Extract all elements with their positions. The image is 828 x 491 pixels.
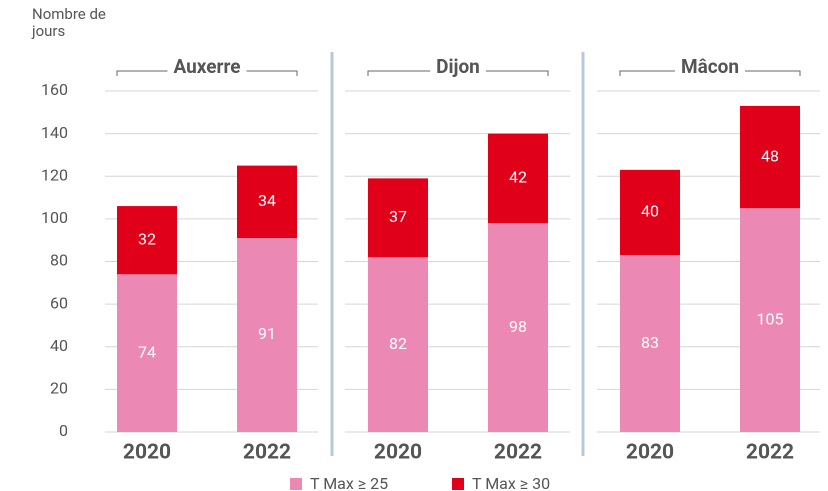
value-label: 40 [641,202,659,221]
value-label: 48 [761,146,779,165]
y-tick-label: 20 [50,379,68,398]
y-tick-label: 140 [41,123,68,142]
x-tick-label: 2022 [494,441,542,465]
bar-segment [117,206,177,275]
group-label: Mâcon [681,55,739,78]
group-bracket [367,70,549,76]
bar-segment [237,238,297,432]
y-tick-label: 40 [50,336,68,355]
x-tick-label: 2020 [626,441,674,465]
x-tick-label: 2020 [123,441,171,465]
value-label: 42 [509,168,527,187]
value-label: 82 [389,334,407,353]
x-tick-label: 2020 [374,441,422,465]
bar-segment [740,105,800,209]
value-label: 91 [258,324,276,343]
x-tick-label: 2022 [746,441,794,465]
y-tick-label: 80 [50,251,68,270]
y-tick-label: 160 [41,80,68,99]
value-label: 98 [509,317,527,336]
y-axis-label: Nombre de jours [32,5,106,40]
y-tick-label: 120 [41,165,68,184]
x-tick-label: 2022 [243,441,291,465]
group-label: Dijon [436,55,480,78]
bar-segment [117,274,177,432]
y-tick-label: 60 [50,293,68,312]
bar-segment [237,165,297,239]
legend-label: T Max ≥ 30 [472,474,550,491]
bar-segment [740,208,800,432]
bar-segment [488,133,548,224]
value-label: 37 [389,207,407,226]
group-bracket [116,70,298,76]
bar-segment [620,169,680,256]
bar-segment [368,257,428,432]
value-label: 74 [138,342,156,361]
legend-label: T Max ≥ 25 [310,474,388,491]
bar-segment [488,223,548,432]
value-label: 32 [138,229,156,248]
value-label: 105 [757,309,784,328]
bar-segment [620,255,680,432]
legend-swatch [452,478,464,490]
value-label: 34 [258,191,276,210]
legend-swatch [290,478,302,490]
bar-segment [368,178,428,258]
group-bracket [619,70,801,76]
y-tick-label: 100 [41,208,68,227]
y-tick-label: 0 [59,421,68,440]
value-label: 83 [641,333,659,352]
group-label: Auxerre [173,55,240,78]
